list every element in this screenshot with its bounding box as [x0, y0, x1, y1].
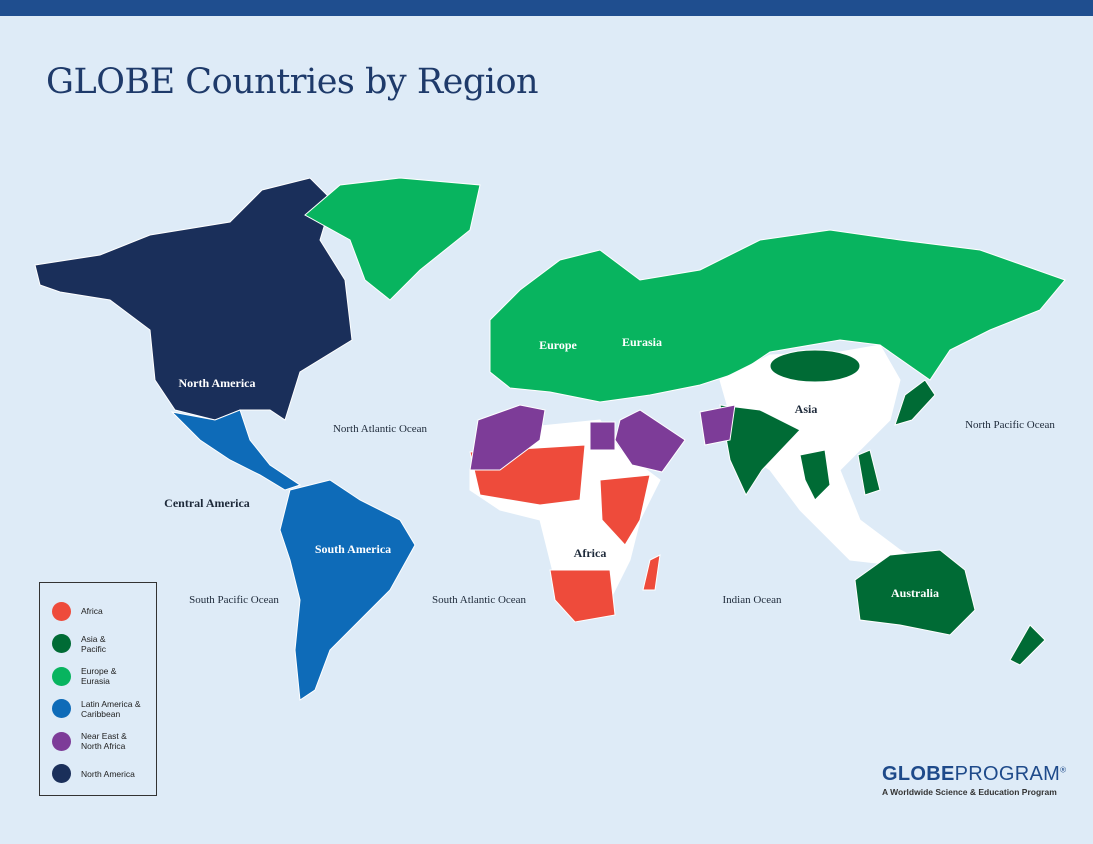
region-north-africa[interactable] [469, 404, 546, 471]
label-central-america: Central America [164, 496, 250, 510]
legend-swatch [52, 634, 71, 654]
label-south-atlantic: South Atlantic Ocean [432, 594, 527, 606]
legend-swatch [52, 601, 71, 621]
region-australia[interactable] [854, 549, 976, 636]
legend-item-latin-america: Latin America & Caribbean [40, 693, 156, 726]
label-asia: Asia [795, 402, 818, 416]
legend-item-asia-pacific: Asia & Pacific [40, 628, 156, 661]
region-arabia[interactable] [614, 409, 686, 473]
label-south-pacific: South Pacific Ocean [189, 594, 279, 606]
legend-swatch [52, 764, 71, 784]
legend-swatch [52, 699, 71, 719]
region-central-america[interactable] [170, 409, 302, 491]
label-north-pacific: North Pacific Ocean [965, 419, 1055, 431]
top-bar [0, 0, 1093, 16]
region-japan[interactable] [894, 379, 936, 426]
legend-item-europe-eurasia: Europe & Eurasia [40, 660, 156, 693]
region-egypt[interactable] [589, 421, 616, 451]
region-south-america[interactable] [279, 479, 416, 701]
label-africa: Africa [574, 546, 607, 560]
legend-item-near-east: Near East & North Africa [40, 725, 156, 758]
region-madagascar[interactable] [642, 554, 661, 591]
legend-swatch [52, 731, 71, 751]
region-southern-africa[interactable] [549, 569, 616, 623]
page-title: GLOBE Countries by Region [46, 62, 539, 102]
legend-swatch [52, 666, 71, 686]
region-north-america[interactable] [34, 177, 353, 421]
region-southeast-asia[interactable] [799, 449, 831, 501]
region-philippines[interactable] [857, 449, 881, 496]
legend-item-africa: Africa [40, 595, 156, 628]
region-europe-eurasia[interactable] [489, 229, 1066, 403]
label-australia: Australia [891, 586, 939, 600]
legend-item-north-america: North America [40, 758, 156, 791]
label-indian: Indian Ocean [723, 594, 782, 606]
region-new-zealand[interactable] [1009, 624, 1046, 666]
label-europe: Europe [539, 338, 577, 352]
region-east-africa[interactable] [599, 474, 651, 546]
region-greenland[interactable] [304, 177, 481, 301]
label-eurasia: Eurasia [622, 335, 662, 349]
label-north-atlantic: North Atlantic Ocean [333, 423, 428, 435]
logo-tagline: A Worldwide Science & Education Program [882, 787, 1057, 797]
region-pakistan[interactable] [699, 404, 736, 446]
label-north-america: North America [179, 376, 256, 390]
globe-program-logo: GLOBEPROGRAM® A Worldwide Science & Educ… [882, 763, 1067, 797]
region-india[interactable] [719, 404, 801, 497]
label-south-america: South America [315, 542, 391, 556]
region-asia-nonmember [719, 344, 941, 571]
legend: Africa Asia & Pacific Europe & Eurasia L… [39, 582, 157, 796]
region-mongolia[interactable] [769, 349, 861, 383]
